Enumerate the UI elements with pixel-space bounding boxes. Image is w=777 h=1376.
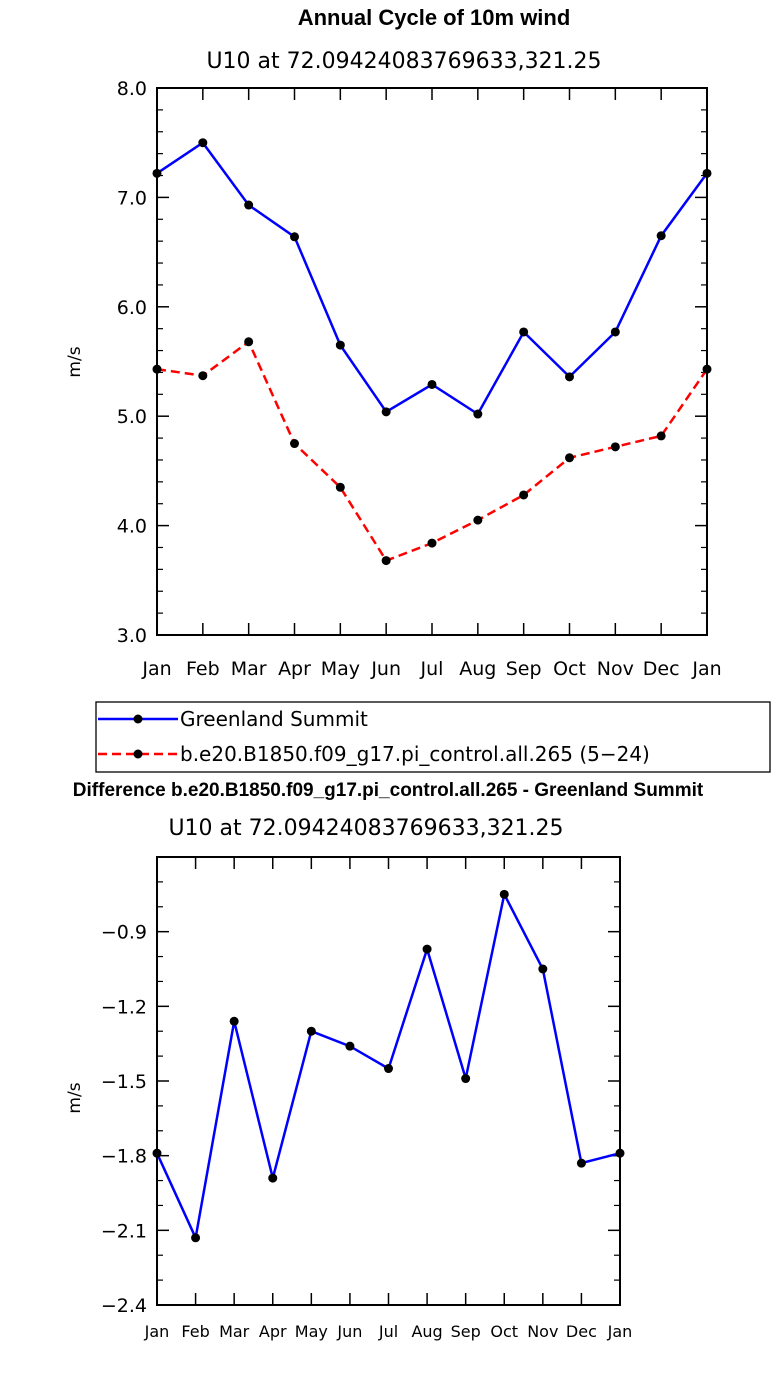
chart1-series-2-point (335, 482, 345, 492)
chart2-series-1-point (615, 1148, 625, 1158)
chart1-subtitle: U10 at 72.09424083769633,321.25 (206, 49, 601, 74)
chart1-series-2-point (565, 453, 574, 463)
chart1-series-2-point (381, 556, 391, 566)
chart1-ylabel: m/s (65, 346, 85, 377)
legend-box (95, 701, 771, 773)
chart1-series-2-line (156, 339, 709, 563)
chart2-xtick-label: Dec (566, 1322, 597, 1341)
chart1-series-1-point (565, 372, 574, 382)
chart1-ytick-label: 4.0 (117, 516, 147, 538)
chart1-series-2-point (610, 442, 620, 452)
chart1-legend: Greenland Summit b.e20.B1850.f09_g17.pi_… (95, 701, 771, 773)
chart2-xtick-label: Jul (378, 1322, 398, 1341)
chart1-ytick-label: 8.0 (117, 78, 147, 100)
chart2-xtick-label: Oct (490, 1322, 518, 1341)
chart2-series-1-point (191, 1233, 201, 1243)
chart2-ytick-label: −2.4 (101, 1295, 147, 1317)
chart1-series-1-point (381, 407, 391, 417)
chart1-xtick-label: Oct (553, 658, 586, 680)
chart2-xtick-label: Nov (527, 1322, 558, 1341)
chart2-ytick-label: −1.8 (101, 1146, 147, 1168)
chart2-xtick-label: May (295, 1322, 328, 1341)
chart1-series-1-point (473, 409, 483, 419)
chart2-series-1-point (538, 964, 548, 974)
chart1-xtick-label: Sep (506, 658, 542, 680)
chart1-xtick-label: Mar (231, 658, 267, 680)
legend-marker-series-1 (133, 714, 143, 724)
chart2-xtick-label: Aug (411, 1322, 442, 1341)
chart1-series-2-point (244, 337, 254, 347)
chart1-xtick-label: Feb (186, 658, 220, 680)
chart2-xtick-label: Jan (144, 1322, 170, 1341)
chart1-ytick-label: 7.0 (117, 187, 147, 209)
chart2-series-1-point (461, 1074, 471, 1084)
chart1-xtick-label: May (321, 658, 360, 680)
chart2-ytick-label: −0.9 (101, 922, 147, 944)
chart1-series-2-point (473, 515, 483, 525)
chart1-series-2-point (198, 371, 208, 381)
chart1-series-1-point (152, 168, 162, 178)
chart2-series-1-point (384, 1064, 393, 1074)
chart2-xtick-label: Mar (219, 1322, 250, 1341)
chart1-series-1-point (610, 327, 620, 337)
chart1-xtick-label: Dec (643, 658, 680, 680)
chart2-xtick-label: Jan (607, 1322, 633, 1341)
chart2-xtick-label: Sep (451, 1322, 481, 1341)
chart1-xtick-label: Apr (278, 658, 311, 680)
chart1-series-1-point (198, 138, 208, 148)
legend-label-series-1: Greenland Summit (180, 707, 368, 731)
chart1-frame (156, 87, 708, 636)
chart2-xtick-label: Feb (181, 1322, 209, 1341)
chart1-xtick-label: Jun (370, 658, 401, 680)
chart2-series-1-point (229, 1016, 239, 1026)
chart1-xtick-label: Jul (420, 658, 444, 680)
chart1-series-2-point (519, 490, 529, 500)
chart2-series-1-point (499, 889, 509, 899)
chart2-ytick-label: −2.1 (101, 1220, 147, 1242)
chart1-series-1-point (427, 379, 437, 389)
chart1-ytick-label: 6.0 (117, 297, 147, 319)
chart1-series-2-point (702, 364, 712, 374)
chart2-series-1-point (306, 1026, 316, 1036)
chart2-series-1-point (268, 1173, 278, 1183)
chart2-frame (156, 856, 621, 1306)
chart2-ytick-label: −1.5 (101, 1071, 147, 1093)
chart1-xtick-label: Nov (597, 658, 634, 680)
chart2-series-1-point (422, 944, 432, 954)
chart2-subtitle: U10 at 72.09424083769633,321.25 (168, 816, 563, 841)
chart1-series-2-point (152, 364, 162, 374)
chart2-ytick-label: −1.2 (101, 996, 147, 1018)
chart1-series-1-point (244, 200, 254, 210)
chart2-xtick-label: Apr (259, 1322, 287, 1341)
chart1-series-1-point (519, 327, 529, 337)
chart2-xtick-label: Jun (336, 1322, 362, 1341)
chart1-title: Annual Cycle of 10m wind (298, 5, 571, 30)
legend-marker-series-2 (133, 749, 143, 759)
chart1-series-1-point (290, 232, 299, 242)
legend-label-series-2: b.e20.B1850.f09_g17.pi_control.all.265 (… (180, 742, 650, 766)
chart1-ytick-label: 3.0 (117, 625, 147, 647)
chart2-ylabel: m/s (65, 1082, 85, 1113)
chart1-series-1-point (656, 231, 666, 241)
chart2-plot: −2.4 −2.1 −1.8 −1.5 −1.2 −0.9 Jan Feb Mar Apr May J… (101, 856, 633, 1341)
chart1-series-2-point (427, 538, 437, 548)
chart2-title: Difference b.e20.B1850.f09_g17.pi_contro… (73, 780, 704, 801)
chart1-xtick-label: Jan (141, 658, 171, 680)
chart1-series-2-point (656, 431, 666, 441)
chart1-ytick-label: 5.0 (117, 406, 147, 428)
chart1-series-1-line (156, 140, 709, 416)
chart1-series-1-point (335, 340, 345, 350)
chart1-series-2-point (290, 439, 299, 449)
chart1-xtick-label: Jan (691, 658, 721, 680)
chart1-series-1-point (702, 168, 712, 178)
chart1-xtick-label: Aug (459, 658, 496, 680)
chart2-series-1-point (576, 1158, 586, 1168)
chart2-series-1-point (152, 1148, 162, 1158)
chart1-plot: 3.0 4.0 5.0 6.0 7.0 8.0 Jan Feb Mar Apr May Jun Jul A… (117, 78, 722, 680)
chart2-series-1-point (345, 1041, 355, 1051)
